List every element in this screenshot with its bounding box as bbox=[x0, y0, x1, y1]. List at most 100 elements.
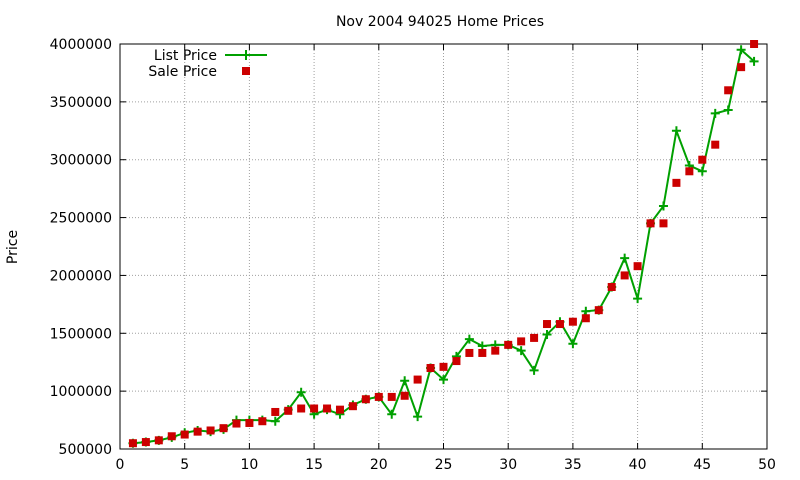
sale-price-point bbox=[219, 424, 228, 433]
list-price-point bbox=[542, 329, 552, 339]
sale-price-point bbox=[504, 340, 513, 349]
sale-price-point bbox=[646, 219, 655, 228]
list-price-point bbox=[413, 412, 423, 422]
x-tick-label: 25 bbox=[435, 457, 453, 473]
sale-price-point bbox=[310, 404, 319, 413]
sale-price-point bbox=[711, 140, 720, 149]
sale-price-point bbox=[245, 418, 254, 427]
sale-price-point bbox=[439, 362, 448, 371]
sale-price-point bbox=[400, 391, 409, 400]
sale-price-point bbox=[128, 439, 137, 448]
list-price-point bbox=[736, 45, 746, 55]
sale-price-point bbox=[374, 392, 383, 401]
sale-price-point bbox=[193, 427, 202, 436]
list-price-point bbox=[387, 409, 397, 419]
data-series bbox=[128, 40, 759, 448]
sale-price-point bbox=[167, 432, 176, 441]
list-price-point bbox=[723, 105, 733, 115]
sale-price-point bbox=[141, 438, 150, 447]
x-tick-label: 5 bbox=[180, 457, 189, 473]
grid-lines bbox=[120, 44, 767, 449]
list-price-point bbox=[710, 108, 720, 118]
sale-price-point bbox=[465, 348, 474, 357]
x-tick-label: 50 bbox=[758, 457, 776, 473]
list-price-point bbox=[568, 339, 578, 349]
sale-price-point bbox=[568, 317, 577, 326]
x-tick-label: 30 bbox=[499, 457, 517, 473]
x-tick-label: 20 bbox=[370, 457, 388, 473]
sale-price-point bbox=[737, 63, 746, 72]
x-tick-label: 40 bbox=[629, 457, 647, 473]
list-price-point bbox=[439, 375, 448, 385]
sale-price-point bbox=[698, 155, 707, 164]
sale-price-point bbox=[543, 320, 552, 329]
sale-price-point bbox=[232, 419, 241, 428]
list-price-point bbox=[464, 334, 474, 344]
list-price-point bbox=[529, 365, 539, 375]
legend-label-list-price: List Price bbox=[154, 48, 217, 64]
list-price-point bbox=[697, 166, 707, 176]
sale-price-point bbox=[724, 86, 733, 95]
sale-price-point bbox=[517, 337, 526, 346]
sale-price-point bbox=[206, 426, 215, 435]
sale-price-point bbox=[478, 348, 487, 357]
sale-price-point bbox=[323, 404, 332, 413]
list-price-point bbox=[400, 376, 410, 386]
series-sale-price bbox=[128, 40, 759, 448]
sale-price-point bbox=[297, 404, 306, 413]
x-tick-label: 10 bbox=[240, 457, 258, 473]
x-tick-label: 0 bbox=[116, 457, 125, 473]
list-price-point bbox=[658, 201, 668, 211]
x-axis-tick-labels: 0 5 10 15 20 25 30 35 40 45 50 bbox=[116, 457, 776, 473]
sale-price-point bbox=[284, 406, 293, 415]
list-price-point bbox=[620, 253, 630, 263]
sale-price-point bbox=[581, 314, 590, 323]
list-price-point bbox=[516, 346, 526, 356]
sale-price-point bbox=[348, 402, 357, 411]
y-tick-label: 3500000 bbox=[50, 95, 112, 111]
sale-price-point bbox=[607, 283, 616, 291]
legend-label-sale-price: Sale Price bbox=[148, 64, 217, 80]
sale-price-point bbox=[271, 407, 280, 416]
legend-swatch-sale-price-marker bbox=[242, 67, 250, 75]
sale-price-point bbox=[672, 178, 681, 187]
y-tick-label: 4000000 bbox=[50, 37, 112, 53]
sale-price-point bbox=[258, 417, 267, 426]
sale-price-point bbox=[620, 271, 629, 280]
list-price-point bbox=[296, 387, 306, 397]
sale-price-point bbox=[491, 346, 500, 355]
x-tick-label: 45 bbox=[693, 457, 711, 473]
sale-price-point bbox=[426, 364, 435, 372]
y-tick-label: 1000000 bbox=[50, 384, 112, 400]
list-price-point bbox=[749, 56, 759, 66]
list-price-point bbox=[671, 126, 681, 136]
list-price-line bbox=[132, 47, 755, 445]
list-price-point bbox=[270, 416, 280, 426]
x-tick-label: 35 bbox=[564, 457, 582, 473]
sale-price-point bbox=[452, 357, 461, 366]
legend: List Price Sale Price bbox=[148, 48, 267, 80]
chart-title: Nov 2004 94025 Home Prices bbox=[336, 14, 544, 30]
series-list-price bbox=[128, 45, 759, 448]
y-tick-label: 3000000 bbox=[50, 153, 112, 169]
sale-price-point bbox=[387, 392, 396, 401]
sale-price-point bbox=[594, 306, 603, 315]
sale-price-point bbox=[750, 40, 759, 48]
sale-price-point bbox=[335, 405, 344, 414]
sale-price-point bbox=[633, 262, 642, 271]
y-tick-label: 2000000 bbox=[50, 268, 112, 284]
sale-price-point bbox=[361, 395, 370, 404]
y-axis-label: Price bbox=[5, 230, 21, 264]
sale-price-point bbox=[180, 430, 189, 439]
sale-price-point bbox=[413, 375, 422, 384]
sale-price-point bbox=[530, 333, 539, 342]
axis-ticks bbox=[119, 43, 768, 450]
sale-price-point bbox=[555, 320, 564, 329]
sale-price-point bbox=[659, 219, 668, 228]
y-tick-label: 1500000 bbox=[50, 326, 112, 342]
legend-swatch-list-price-marker bbox=[241, 50, 251, 60]
y-tick-label: 500000 bbox=[59, 442, 112, 458]
sale-price-point bbox=[685, 167, 694, 176]
sale-price-point bbox=[154, 436, 163, 445]
